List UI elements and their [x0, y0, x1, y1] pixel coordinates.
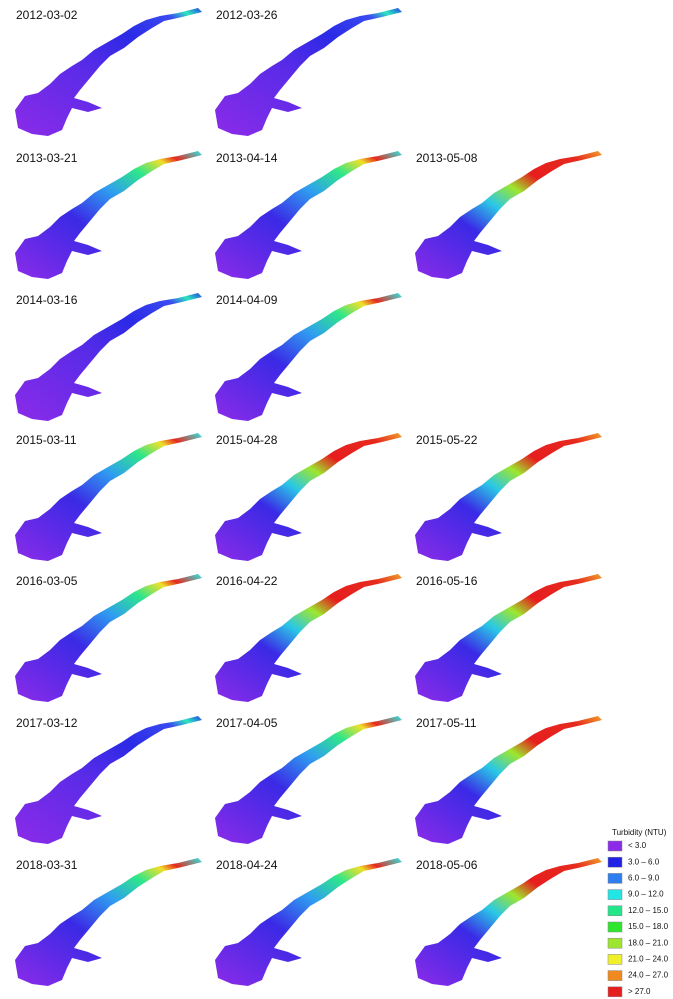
panel-date: 2016-03-05 — [16, 574, 78, 588]
legend-swatch — [608, 922, 622, 932]
map-panel: 2016-05-16 — [415, 574, 602, 702]
legend-swatch — [608, 857, 622, 867]
legend-swatch — [608, 890, 622, 900]
panel-date: 2014-04-09 — [216, 293, 278, 307]
panel-date: 2013-04-14 — [216, 151, 278, 165]
map-panel: 2016-04-22 — [215, 574, 402, 702]
legend-label: 18.0 – 21.0 — [628, 938, 669, 947]
panel-date: 2016-04-22 — [216, 574, 278, 588]
legend-label: 21.0 – 24.0 — [628, 955, 669, 964]
reservoir-map — [415, 433, 602, 561]
map-panel: 2016-03-05 — [15, 574, 202, 702]
map-panel: 2017-03-12 — [15, 716, 202, 844]
reservoir-map — [415, 574, 602, 702]
figure: Turbidity (NTU) 2012-03-02 2012-03-26 2013… — [0, 0, 673, 999]
legend-swatch — [608, 938, 622, 948]
legend-label: > 27.0 — [628, 987, 651, 996]
legend-swatch — [608, 841, 622, 851]
panel-date: 2013-03-21 — [16, 151, 78, 165]
panel-date: 2017-04-05 — [216, 716, 278, 730]
reservoir-map — [415, 858, 602, 986]
map-panel: 2013-03-21 — [15, 151, 202, 279]
map-panel: 2018-03-31 — [15, 858, 202, 986]
map-panel: 2013-04-14 — [215, 151, 402, 279]
map-panel: 2014-04-09 — [215, 293, 402, 421]
reservoir-map — [15, 433, 202, 561]
legend-swatch — [608, 954, 622, 964]
legend-swatch — [608, 906, 622, 916]
map-panel: 2015-03-11 — [15, 433, 202, 561]
reservoir-map — [415, 716, 602, 844]
legend-swatch — [608, 971, 622, 981]
panel-date: 2012-03-02 — [16, 8, 78, 22]
reservoir-map — [215, 433, 402, 561]
map-panel: 2018-05-06 — [415, 858, 602, 986]
reservoir-map — [215, 858, 402, 986]
reservoir-map — [15, 716, 202, 844]
reservoir-map — [15, 574, 202, 702]
reservoir-map — [15, 293, 202, 421]
map-panel: 2012-03-26 — [215, 8, 402, 136]
legend-label: 24.0 – 27.0 — [628, 971, 669, 980]
panel-date: 2017-03-12 — [16, 716, 78, 730]
map-panel: 2018-04-24 — [215, 858, 402, 986]
reservoir-map — [15, 151, 202, 279]
legend-label: 15.0 – 18.0 — [628, 922, 669, 931]
legend-label: < 3.0 — [628, 841, 647, 850]
panel-date: 2014-03-16 — [16, 293, 78, 307]
legend-swatch — [608, 987, 622, 997]
map-panel: 2012-03-02 — [15, 8, 202, 136]
reservoir-map — [215, 8, 402, 136]
panel-date: 2015-05-22 — [416, 433, 478, 447]
map-panel: 2017-04-05 — [215, 716, 402, 844]
map-panel: 2013-05-08 — [415, 151, 602, 279]
panel-date: 2018-05-06 — [416, 858, 478, 872]
map-panel: 2015-04-28 — [215, 433, 402, 561]
reservoir-map — [215, 151, 402, 279]
legend-swatch — [608, 873, 622, 883]
panel-date: 2015-04-28 — [216, 433, 278, 447]
map-panel: 2017-05-11 — [415, 716, 602, 844]
legend-label: 9.0 – 12.0 — [628, 890, 664, 899]
reservoir-map — [15, 8, 202, 136]
panel-date: 2015-03-11 — [16, 433, 77, 447]
legend-label: 6.0 – 9.0 — [628, 874, 660, 883]
reservoir-map — [415, 151, 602, 279]
panel-date: 2018-04-24 — [216, 858, 278, 872]
map-panel: 2014-03-16 — [15, 293, 202, 421]
reservoir-map — [215, 574, 402, 702]
panel-date: 2018-03-31 — [16, 858, 78, 872]
panel-date: 2016-05-16 — [416, 574, 478, 588]
legend-title: Turbidity (NTU) — [612, 828, 667, 837]
panel-date: 2013-05-08 — [416, 151, 478, 165]
legend-label: 3.0 – 6.0 — [628, 857, 660, 866]
panel-date: 2012-03-26 — [216, 8, 278, 22]
reservoir-map — [15, 858, 202, 986]
panel-date: 2017-05-11 — [416, 716, 477, 730]
map-panel: 2015-05-22 — [415, 433, 602, 561]
reservoir-map — [215, 716, 402, 844]
reservoir-map — [215, 293, 402, 421]
legend-label: 12.0 – 15.0 — [628, 906, 669, 915]
